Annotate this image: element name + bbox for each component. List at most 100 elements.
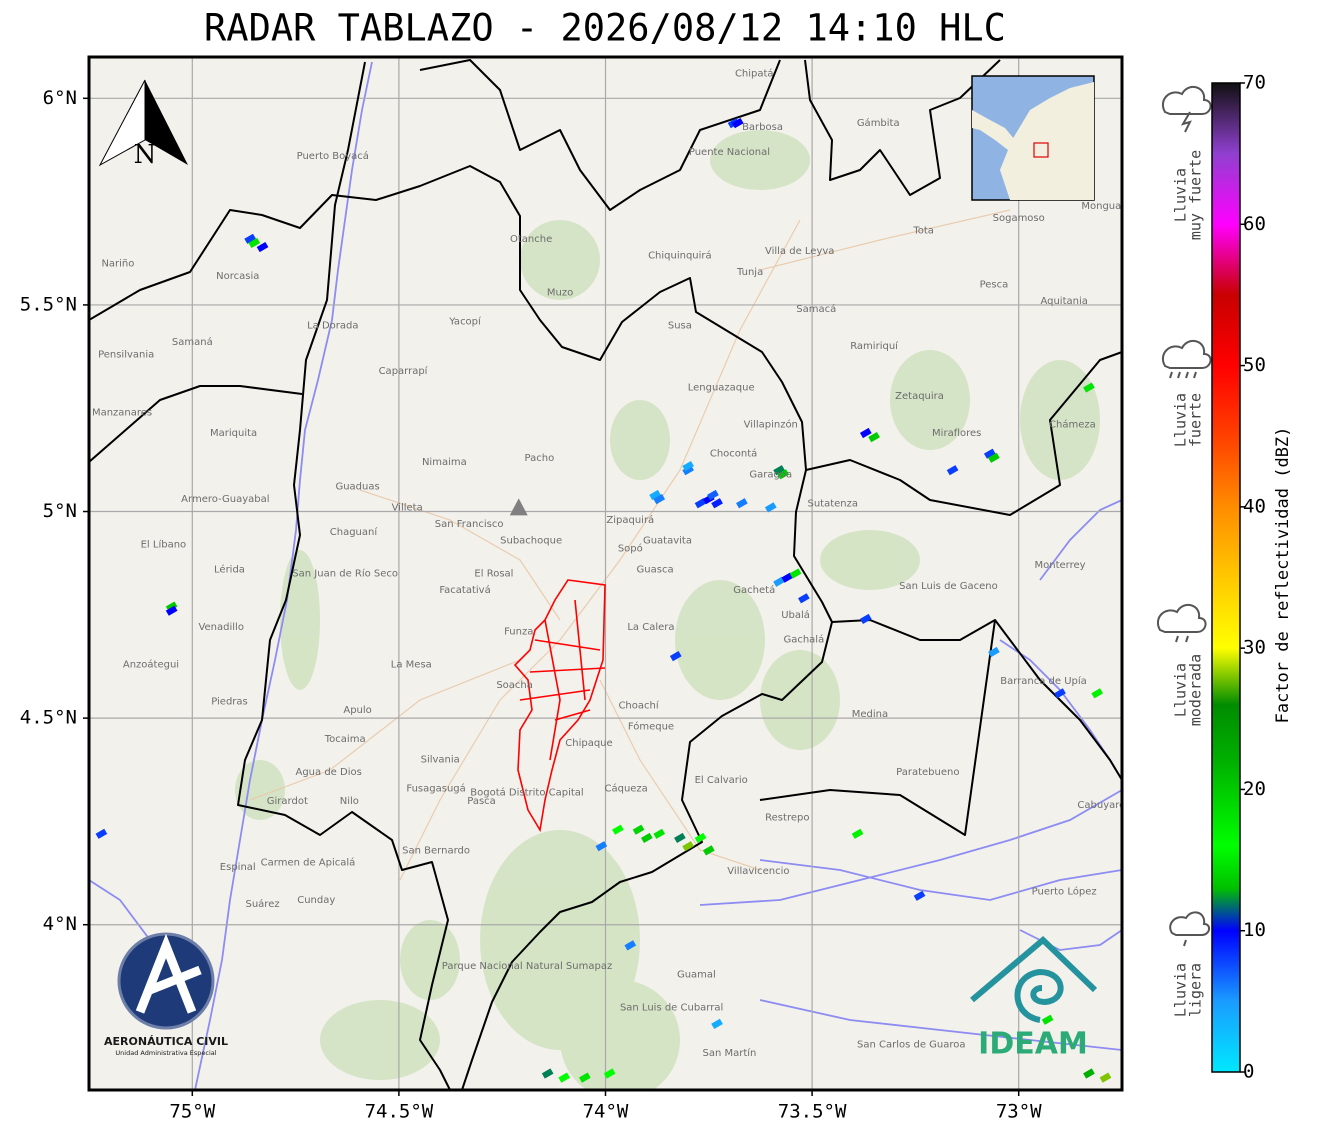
place-label: San Martín (703, 1047, 757, 1059)
place-label: Cunday (297, 895, 335, 906)
place-label: Fómeque (628, 720, 674, 732)
radar-echo (640, 832, 653, 844)
x-tick-label: 74°W (583, 1101, 629, 1123)
radar-echo (859, 427, 872, 439)
radar-echo (711, 1018, 723, 1029)
radar-echo (789, 568, 802, 579)
aerocivil-sublabel: Unidad Administrativa Especial (115, 1049, 216, 1057)
place-label: Gachetá (733, 584, 775, 596)
rain-class-label: Lluvia (1172, 663, 1190, 717)
place-label: Chipaque (565, 738, 612, 749)
aerocivil-logo (117, 932, 215, 1030)
roads (249, 209, 1011, 881)
bogota-districts (513, 579, 606, 833)
radar-echo (859, 613, 872, 625)
radar-echo (603, 1068, 616, 1079)
radar-echo (669, 651, 682, 662)
colorbar-tick-label: 50 (1243, 354, 1266, 376)
place-label: Pesca (980, 279, 1009, 290)
colorbar-tick-label: 0 (1243, 1061, 1254, 1083)
north-arrow (98, 79, 188, 167)
place-label: Otanche (510, 234, 552, 245)
rain-class-label: Lluvia (1172, 393, 1190, 447)
radar-echo (851, 828, 864, 839)
place-label: Villavicencio (727, 866, 789, 877)
radar-echo (694, 832, 707, 844)
place-label: San Bernardo (402, 845, 470, 856)
place-label: Fusagasugá (406, 782, 465, 794)
place-label: Pensilvania (98, 350, 154, 361)
place-label: Bogotá Distrito Capital (470, 786, 583, 798)
place-label: Sutatenza (807, 498, 858, 509)
place-label: Tota (912, 226, 934, 237)
place-label: Restrepo (765, 812, 809, 823)
place-label: Garagoa (749, 469, 792, 480)
radar-echo (595, 841, 608, 852)
radar-echo (248, 237, 261, 249)
place-label: Gachalá (783, 634, 824, 646)
radar-echo (736, 498, 748, 509)
radar-echo (694, 498, 707, 509)
place-label: Funza (504, 626, 533, 637)
rain-class-label: fuerte (1187, 393, 1205, 447)
radar-echo (764, 502, 777, 513)
radar-echo (1099, 1072, 1112, 1083)
radar-echo (165, 605, 178, 616)
place-label: Subachoque (500, 535, 562, 546)
place-label: Tocaima (324, 734, 366, 745)
place-label: Chiquinquirá (648, 249, 712, 261)
grid (89, 57, 1122, 1090)
place-label: Guatavita (643, 535, 692, 546)
rain-class-label: moderada (1187, 654, 1205, 726)
place-label: Aquitania (1040, 296, 1087, 307)
place-label: Nimaima (422, 457, 467, 468)
radar-echo (781, 572, 794, 583)
place-label: Apulo (343, 705, 371, 716)
place-label: Norcasia (216, 271, 259, 282)
radar-echo (773, 576, 785, 587)
place-label: San Francisco (435, 519, 504, 530)
rain-class-label: ligera (1187, 963, 1205, 1017)
place-label: Chaguaní (330, 526, 379, 538)
place-label: Barranca de Upía (1000, 675, 1087, 687)
colorbar-tick-label: 20 (1243, 778, 1266, 800)
vegetation (235, 130, 1100, 1090)
place-label: Guasca (637, 564, 674, 575)
place-label: Sopó (618, 543, 643, 555)
radar-echo (702, 845, 715, 856)
place-label: Villapinzón (744, 419, 798, 431)
rain-class-label: muy fuerte (1187, 150, 1205, 240)
place-label: Cáqueza (604, 782, 647, 794)
place-label: La Dorada (307, 321, 358, 332)
place-label: Medina (852, 709, 888, 720)
colorbar-tick-label: 40 (1243, 495, 1266, 517)
radar-echo (649, 489, 661, 501)
radar-echo (1083, 1068, 1095, 1079)
x-tick-label: 75°W (169, 1101, 215, 1123)
place-label: Lenguazaque (688, 383, 755, 394)
place-label: Pacho (525, 453, 555, 464)
place-label: Chocontá (710, 448, 757, 460)
colorbar-label: Factor de reflectividad (dBZ) (1273, 427, 1293, 724)
place-label: Barbosa (742, 122, 783, 133)
place-label: Armero-Guayabal (181, 494, 269, 505)
radar-site (509, 498, 528, 516)
place-label: Espinal (220, 862, 256, 873)
place-label: Susa (668, 321, 692, 332)
radar-site-layer (509, 498, 528, 516)
y-tick-label: 4.5°N (20, 707, 77, 729)
place-label: Agua de Dios (295, 767, 361, 778)
y-tick-label: 6°N (43, 87, 77, 109)
radar-echo (541, 1068, 554, 1079)
place-label: El Rosal (474, 569, 513, 580)
place-label: El Líbano (141, 539, 187, 551)
rain-class-label: Lluvia (1172, 168, 1190, 222)
radar-echo (798, 593, 810, 604)
place-label: Facatativá (439, 584, 490, 596)
place-label: Caparrapí (379, 365, 429, 377)
place-label: Mariquita (210, 428, 257, 439)
aerocivil-label: AERONÁUTICA CIVIL (104, 1035, 228, 1048)
place-label: Yacopí (448, 315, 482, 327)
